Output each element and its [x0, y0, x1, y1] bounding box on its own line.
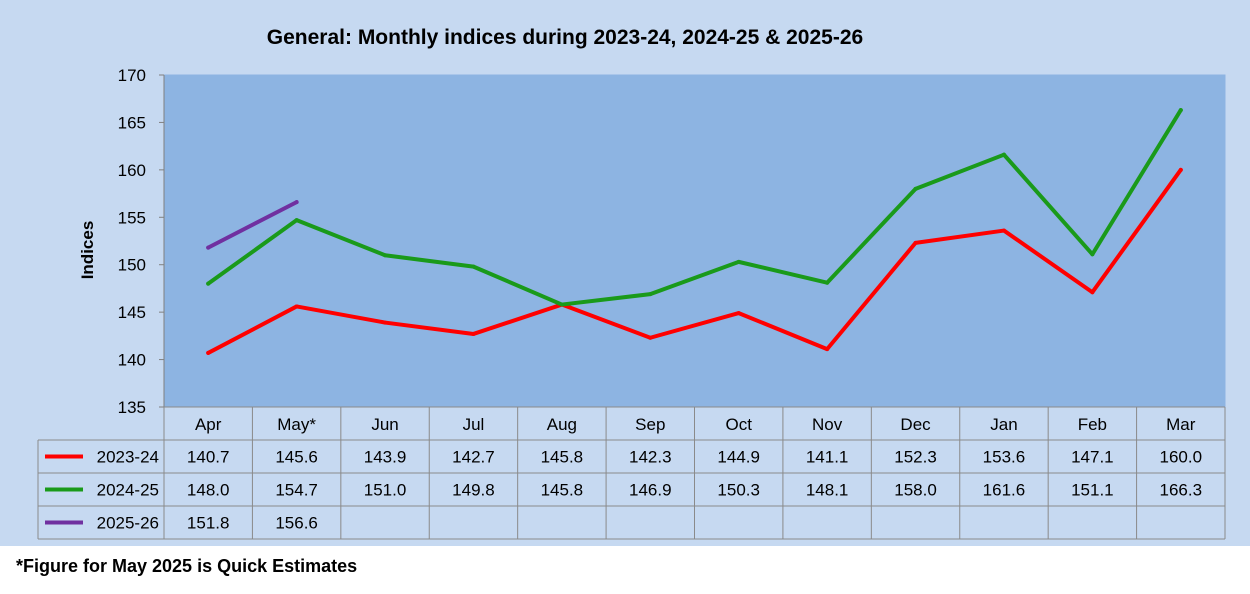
data-point — [1090, 290, 1095, 295]
data-point — [1090, 252, 1095, 257]
table-value: 146.9 — [629, 481, 672, 500]
x-tick-label: Jun — [371, 415, 398, 434]
table-value: 158.0 — [894, 481, 937, 500]
table-value: 148.1 — [806, 481, 849, 500]
table-value: 152.3 — [894, 448, 937, 467]
y-tick-label: 155 — [118, 208, 146, 227]
table-value: 161.6 — [983, 481, 1026, 500]
x-tick-label: Dec — [900, 415, 931, 434]
table-value: 145.8 — [541, 481, 584, 500]
table-value: 153.6 — [983, 448, 1026, 467]
y-tick-label: 170 — [118, 66, 146, 85]
x-tick-label: Aug — [547, 415, 577, 434]
data-point — [383, 320, 388, 325]
data-point — [294, 218, 299, 223]
series-line — [206, 200, 299, 250]
table-value: 160.0 — [1160, 448, 1203, 467]
data-point — [559, 302, 564, 307]
table-value: 148.0 — [187, 481, 230, 500]
x-tick-label: Oct — [725, 415, 752, 434]
data-point — [383, 253, 388, 258]
table-value: 149.8 — [452, 481, 495, 500]
x-tick-label: Nov — [812, 415, 843, 434]
data-point — [1178, 108, 1183, 113]
legend-label: 2025-26 — [97, 514, 159, 533]
legend-label: 2023-24 — [97, 448, 159, 467]
table-value: 142.3 — [629, 448, 672, 467]
table-value: 145.8 — [541, 448, 584, 467]
table-value: 147.1 — [1071, 448, 1114, 467]
data-point — [471, 264, 476, 269]
table-value: 145.6 — [275, 448, 318, 467]
table-value: 151.0 — [364, 481, 407, 500]
data-point — [1178, 167, 1183, 172]
data-point — [471, 331, 476, 336]
y-tick-label: 150 — [118, 256, 146, 275]
table-value: 142.7 — [452, 448, 495, 467]
table-value: 156.6 — [275, 514, 318, 533]
series-line — [206, 108, 1183, 307]
table-value: 154.7 — [275, 481, 318, 500]
table-value: 143.9 — [364, 448, 407, 467]
data-point — [913, 186, 918, 191]
y-tick-label: 135 — [118, 398, 146, 417]
data-point — [1001, 152, 1006, 157]
x-tick-label: Feb — [1078, 415, 1107, 434]
y-tick-label: 140 — [118, 351, 146, 370]
data-point — [648, 335, 653, 340]
x-tick-label: Mar — [1166, 415, 1196, 434]
table-value: 144.9 — [717, 448, 760, 467]
data-point — [294, 304, 299, 309]
table-value: 141.1 — [806, 448, 849, 467]
x-tick-label: Jul — [463, 415, 485, 434]
data-point — [825, 280, 830, 285]
data-point — [913, 240, 918, 245]
y-tick-label: 145 — [118, 303, 146, 322]
table-value: 151.8 — [187, 514, 230, 533]
x-tick-label: Sep — [635, 415, 665, 434]
x-tick-label: May* — [277, 415, 316, 434]
data-point — [736, 311, 741, 316]
chart-title: General: Monthly indices during 2023-24,… — [266, 26, 864, 49]
data-point — [736, 259, 741, 264]
line-chart: 135 140 145 150 155 160 165 170 Apr May* Jun Jul Aug… — [37, 66, 1226, 540]
table-value: 140.7 — [187, 448, 230, 467]
x-tick-label: Apr — [195, 415, 222, 434]
table-value: 150.3 — [717, 481, 760, 500]
y-tick-label: 165 — [118, 113, 146, 132]
data-point — [825, 347, 830, 352]
data-point — [206, 281, 211, 286]
data-point — [1001, 228, 1006, 233]
footnote: *Figure for May 2025 is Quick Estimates — [16, 556, 358, 576]
data-point — [206, 245, 211, 250]
data-point — [294, 200, 299, 205]
legend-label: 2024-25 — [97, 481, 159, 500]
x-tick-label: Jan — [990, 415, 1017, 434]
table-value: 166.3 — [1160, 481, 1203, 500]
data-point — [206, 350, 211, 355]
plot-area — [163, 74, 1226, 408]
data-point — [648, 292, 653, 297]
series-line — [206, 167, 1183, 355]
y-tick-label: 160 — [118, 161, 146, 180]
table-value: 151.1 — [1071, 481, 1114, 500]
